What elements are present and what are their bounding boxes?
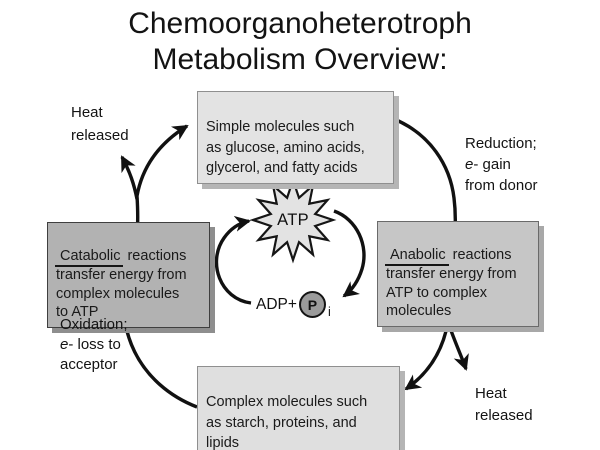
adp-label: ADP+	[256, 295, 297, 313]
anabolic-underlined-word: Anabolic	[385, 246, 449, 266]
adp-pi-group: ADP+ P i	[256, 291, 331, 319]
oxidation-line3: acceptor	[60, 356, 118, 373]
phosphate-circle: P	[298, 291, 326, 318]
reduction-line3: from donor	[465, 177, 538, 194]
heat-branch-bottom-right	[446, 321, 469, 371]
complex-molecules-text: Complex molecules such as starch, protei…	[206, 394, 368, 450]
oxidation-line2: e- loss to	[60, 336, 121, 353]
phosphate-subscript: i	[327, 305, 331, 319]
oxidation-line1: Oxidation;	[60, 316, 128, 333]
catabolic-text: reactions transfer energy from complex m…	[56, 247, 187, 321]
anabolic-reactions-box: Anabolic reactions transfer energy from …	[377, 221, 539, 328]
reduction-line2: e- gain	[465, 156, 511, 173]
atp-star	[249, 176, 337, 264]
heat-released-label-bottom: Heat released	[475, 385, 533, 424]
anabolic-text: reactions transfer energy from ATP to co…	[386, 246, 517, 320]
inner-left-arc	[214, 215, 252, 305]
oxidation-label: Oxidation; e- loss to acceptor	[60, 315, 128, 375]
simple-molecules-text: Simple molecules such as glucose, amino …	[206, 119, 365, 176]
reduction-line1: Reduction;	[465, 135, 537, 152]
page-title: Chemoorganoheterotroph Metabolism Overvi…	[128, 7, 472, 76]
electron-symbol: e	[465, 156, 474, 173]
catabolic-underlined-word: Catabolic	[55, 247, 124, 267]
inner-right-arc	[333, 209, 366, 298]
atp-label: ATP	[277, 211, 309, 229]
complex-molecules-box: Complex molecules such as starch, protei…	[197, 366, 400, 450]
heat-released-label-top: Heat released	[71, 104, 129, 144]
heat-branch-top-left	[120, 155, 139, 200]
catabolic-reactions-box: Catabolic reactions transfer energy from…	[47, 222, 210, 329]
simple-molecules-box: Simple molecules such as glucose, amino …	[197, 91, 394, 185]
reduction-label: Reduction; e- gain from donor	[465, 133, 538, 196]
electron-symbol: e	[60, 336, 69, 353]
